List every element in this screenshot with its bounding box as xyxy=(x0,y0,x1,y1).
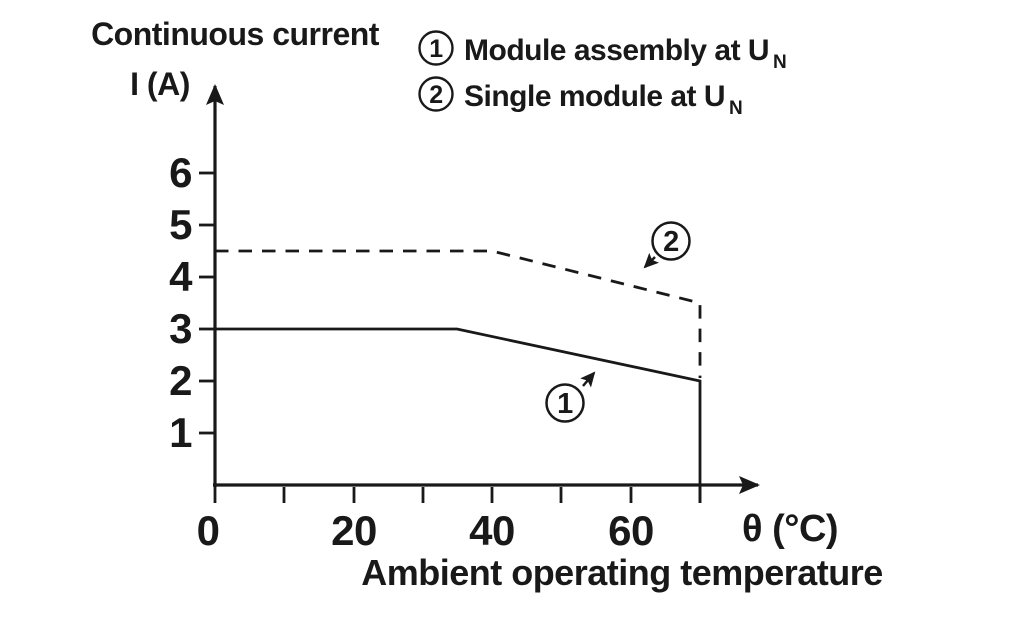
x-axis-unit-label: θ (°C) xyxy=(742,508,838,550)
x-tick-label-60: 60 xyxy=(608,507,654,554)
legend-label-1: Module assembly at U N xyxy=(464,34,786,73)
x-tick-label-0: 0 xyxy=(197,507,220,554)
x-axis-tick-labels: 0 20 40 60 xyxy=(197,507,655,554)
y-axis-title: Continuous current I (A) xyxy=(91,16,380,102)
y-axis-ticks xyxy=(199,171,215,435)
legend-symbol-1-circle-icon xyxy=(418,30,454,66)
callout-1-circle-icon xyxy=(545,383,585,423)
y-tick-label-5: 5 xyxy=(169,201,192,248)
x-tick-label-40: 40 xyxy=(469,507,515,554)
legend-symbol-2: 2 xyxy=(429,81,442,109)
curve-single-module xyxy=(215,249,702,378)
y-tick-label-4: 4 xyxy=(169,253,193,300)
x-axis-ticks xyxy=(213,487,702,503)
chart-series xyxy=(215,249,702,503)
x-axis: 0 20 40 60 θ (°C) Ambient operating temp… xyxy=(197,476,883,593)
y-tick-label-2: 2 xyxy=(169,357,192,404)
y-tick-label-6: 6 xyxy=(169,149,192,196)
callout-2-arrow-icon xyxy=(643,252,660,269)
x-tick-label-20: 20 xyxy=(331,507,377,554)
callout-2-circle-icon xyxy=(651,221,691,261)
legend-item-single-module: 2 Single module at U N xyxy=(418,76,743,119)
legend-symbol-2-circle-icon xyxy=(418,76,454,112)
callout-1-number: 1 xyxy=(557,388,573,420)
y-tick-label-1: 1 xyxy=(169,409,192,456)
y-axis-title-line2: I (A) xyxy=(130,66,190,102)
legend-symbol-1: 1 xyxy=(429,35,443,63)
y-axis-title-line1: Continuous current xyxy=(91,16,380,52)
callout-2: 2 xyxy=(643,221,691,269)
x-axis-caption: Ambient operating temperature xyxy=(361,552,883,593)
callout-2-number: 2 xyxy=(663,226,679,258)
callout-1-arrow-icon xyxy=(580,371,596,388)
curve-module-assembly xyxy=(215,327,702,503)
legend-item-module-assembly: 1 Module assembly at U N xyxy=(418,30,787,73)
y-axis-tick-labels: 6 5 4 3 2 1 xyxy=(169,149,194,456)
y-tick-label-3: 3 xyxy=(169,305,192,352)
callout-1: 1 xyxy=(545,371,596,423)
chart-legend: 1 Module assembly at U N 2 Single module… xyxy=(418,30,787,119)
y-axis: 6 5 4 3 2 1 xyxy=(169,84,224,487)
legend-label-2: Single module at U N xyxy=(464,80,742,119)
